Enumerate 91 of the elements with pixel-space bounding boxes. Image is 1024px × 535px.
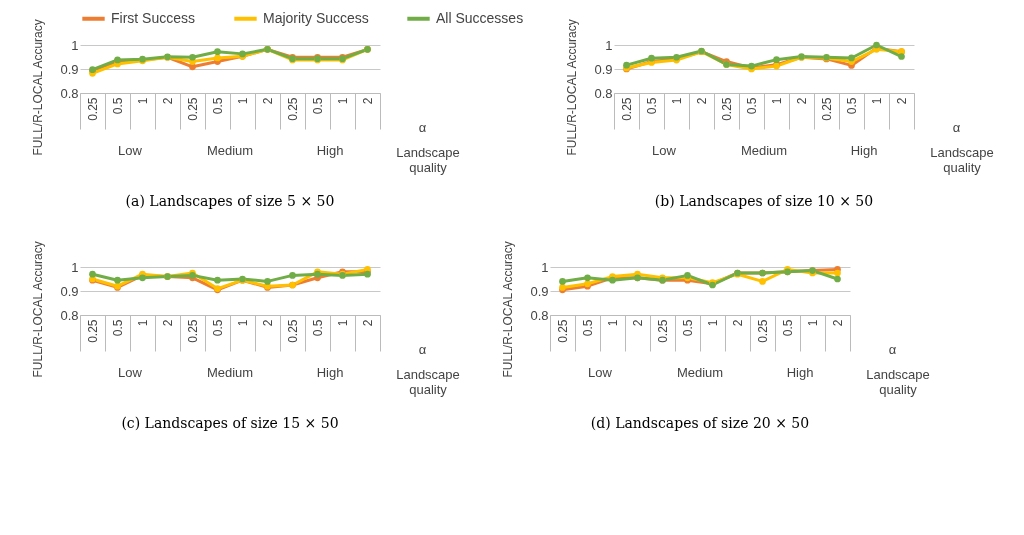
x-axis-title: α (888, 341, 897, 357)
x-tick-label: 0.5 (681, 319, 695, 337)
x-tick-label: 1 (706, 319, 720, 327)
x-tick-label: 0.25 (820, 97, 834, 121)
x-axis-title: α (952, 119, 961, 135)
legend-label: All Successes (436, 9, 524, 26)
x-tick-label: 0.25 (186, 97, 200, 121)
text: Low (588, 365, 613, 380)
x-tick-label: 2 (361, 97, 375, 105)
text: Medium (206, 365, 254, 380)
text: High (786, 365, 814, 380)
x-tick-label: 0.5 (111, 319, 125, 337)
y-tick-label: 0.8 (60, 85, 79, 101)
x-tick-label: 1 (606, 319, 620, 327)
x-tick-label: 0.5 (211, 97, 225, 115)
text: (a) Landscapes of size 5 × 50 (125, 193, 335, 209)
x-tick-label: 0.5 (645, 97, 659, 115)
x-tick-label: 0.25 (86, 319, 100, 343)
x-tick-label: 1 (136, 319, 150, 327)
x-tick-label: 2 (261, 97, 275, 105)
y-tick-label: 0.8 (594, 85, 613, 101)
x-tick-label: 0.25 (86, 97, 100, 121)
x-tick-label: 2 (795, 97, 809, 105)
y-axis-title: FULL/R-LOCAL Accuracy (564, 19, 579, 156)
x-tick-label: 1 (806, 319, 820, 327)
text: High (850, 143, 878, 158)
x-tick-label: 0.5 (745, 97, 759, 115)
y-tick-label: 0.8 (530, 307, 549, 323)
x-tick-label: 2 (361, 319, 375, 327)
text: Landscape quality (396, 367, 460, 397)
text: Low (118, 143, 143, 158)
x-tick-label: 0.25 (620, 97, 634, 121)
x-tick-label: 1 (670, 97, 684, 105)
text: Medium (206, 143, 254, 158)
text: Landscape quality (396, 145, 460, 175)
y-tick-label: 0.9 (530, 283, 549, 299)
x-tick-label: 0.5 (311, 319, 325, 337)
x-tick-label: 0.25 (186, 319, 200, 343)
x-tick-label: 2 (895, 97, 909, 105)
y-tick-label: 0.8 (60, 307, 79, 323)
x-tick-label: 0.5 (211, 319, 225, 337)
x-tick-label: 1 (136, 97, 150, 105)
y-axis-title: FULL/R-LOCAL Accuracy (500, 241, 515, 378)
x-tick-label: 2 (631, 319, 645, 327)
x-tick-label: 0.5 (781, 319, 795, 337)
x-tick-label: 1 (770, 97, 784, 105)
text: (d) Landscapes of size 20 × 50 (590, 415, 810, 431)
text: Landscape quality (930, 145, 994, 175)
x-tick-label: 0.25 (286, 319, 300, 343)
x-tick-label: 2 (731, 319, 745, 327)
x-axis-title: α (418, 341, 427, 357)
legend-label: First Success (111, 9, 196, 26)
text: (c) Landscapes of size 15 × 50 (121, 415, 339, 431)
y-tick-label: 0.9 (60, 283, 79, 299)
x-tick-label: 1 (870, 97, 884, 105)
x-tick-label: 0.5 (845, 97, 859, 115)
x-tick-label: 0.5 (311, 97, 325, 115)
y-tick-label: 0.9 (60, 61, 79, 77)
x-tick-label: 0.25 (756, 319, 770, 343)
text: Medium (676, 365, 724, 380)
x-tick-label: 1 (236, 319, 250, 327)
x-tick-label: 0.25 (286, 97, 300, 121)
x-tick-label: 0.25 (656, 319, 670, 343)
y-tick-label: 1 (605, 37, 613, 53)
text: Low (652, 143, 677, 158)
y-tick-label: 1 (541, 259, 549, 275)
x-tick-label: 2 (161, 319, 175, 327)
x-tick-label: 0.5 (581, 319, 595, 337)
x-tick-label: 2 (261, 319, 275, 327)
x-tick-label: 1 (236, 97, 250, 105)
text: Medium (740, 143, 788, 158)
x-tick-label: 1 (336, 319, 350, 327)
legend-label: Majority Success (263, 9, 369, 26)
text: Low (118, 365, 143, 380)
text: (b) Landscapes of size 10 × 50 (654, 193, 874, 209)
y-axis-title: FULL/R-LOCAL Accuracy (30, 241, 45, 378)
y-tick-label: 0.9 (594, 61, 613, 77)
text: Landscape quality (866, 367, 930, 397)
y-axis-title: FULL/R-LOCAL Accuracy (30, 19, 45, 156)
y-tick-label: 1 (71, 259, 79, 275)
text: High (316, 143, 344, 158)
x-tick-label: 0.25 (556, 319, 570, 343)
x-tick-label: 2 (831, 319, 845, 327)
x-tick-label: 2 (161, 97, 175, 105)
x-tick-label: 0.25 (720, 97, 734, 121)
x-tick-label: 2 (695, 97, 709, 105)
x-tick-label: 1 (336, 97, 350, 105)
text: High (316, 365, 344, 380)
x-tick-label: 0.5 (111, 97, 125, 115)
y-tick-label: 1 (71, 37, 79, 53)
x-axis-title: α (418, 119, 427, 135)
